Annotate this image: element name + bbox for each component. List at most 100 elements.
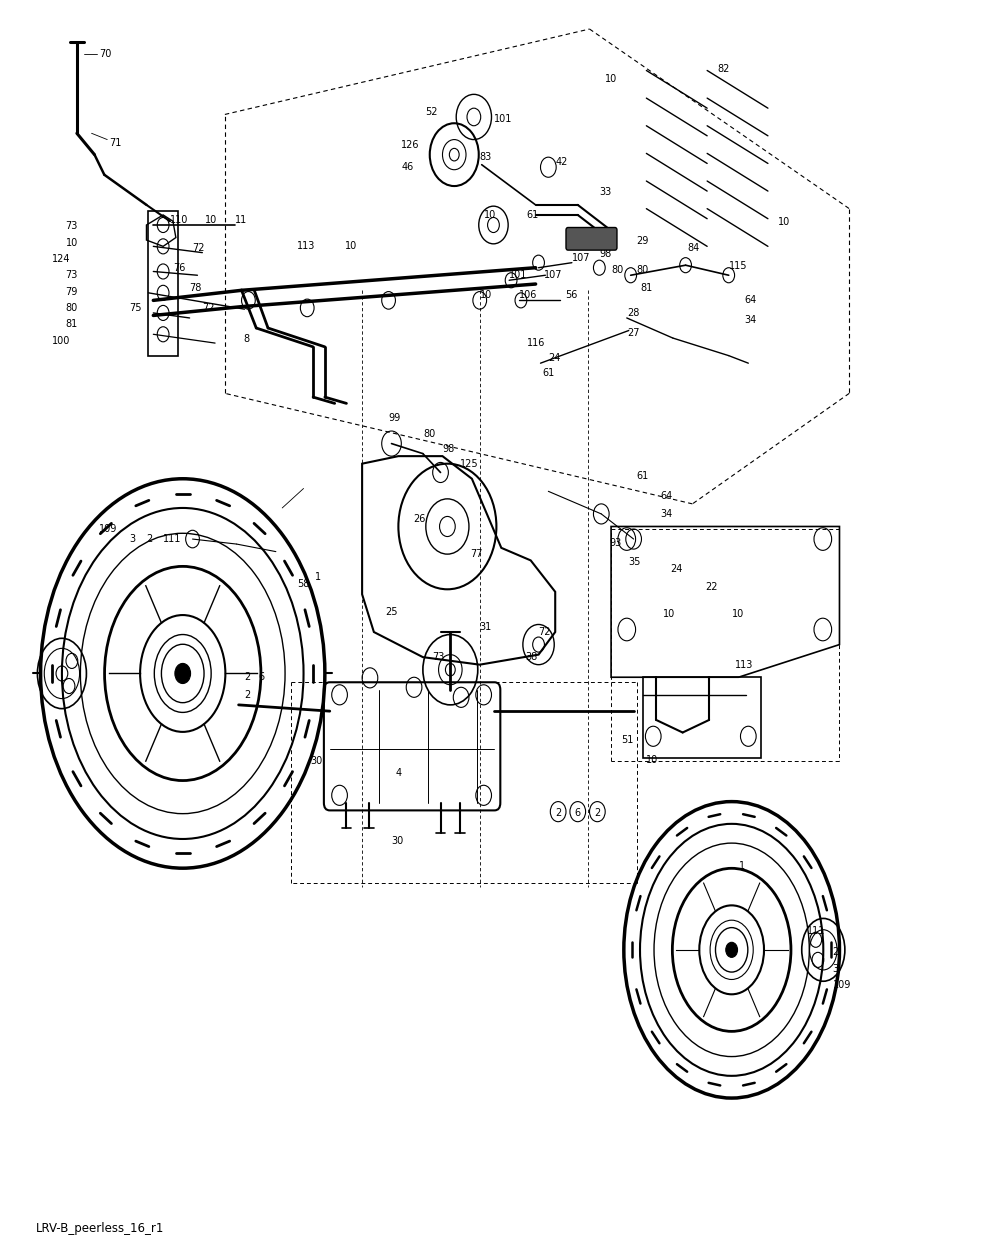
Text: 11: 11: [235, 215, 247, 225]
Text: 81: 81: [66, 320, 78, 330]
Bar: [148, 212, 178, 355]
Text: 99: 99: [388, 413, 401, 423]
Text: 46: 46: [401, 162, 414, 172]
Text: 28: 28: [627, 308, 639, 319]
Text: LRV-B_peerless_16_r1: LRV-B_peerless_16_r1: [35, 1222, 164, 1235]
Text: 34: 34: [661, 509, 672, 519]
Text: 6: 6: [259, 672, 264, 682]
Text: 42: 42: [555, 157, 567, 167]
Text: 24: 24: [549, 354, 560, 363]
Text: 2: 2: [595, 808, 601, 818]
Text: 113: 113: [298, 242, 316, 252]
Text: 109: 109: [99, 524, 118, 534]
Text: 38: 38: [526, 652, 538, 662]
Text: 56: 56: [565, 291, 577, 301]
Text: 110: 110: [170, 215, 189, 225]
Text: 2: 2: [245, 672, 251, 682]
Text: 75: 75: [129, 303, 142, 313]
Text: 84: 84: [687, 243, 700, 253]
Text: 2: 2: [555, 808, 561, 818]
Text: 61: 61: [527, 210, 539, 220]
Text: 64: 64: [744, 296, 757, 306]
Text: 73: 73: [433, 652, 445, 662]
Text: 24: 24: [669, 564, 682, 574]
Text: 113: 113: [734, 660, 753, 670]
Text: 101: 101: [493, 115, 512, 125]
Text: 77: 77: [470, 549, 483, 559]
Text: 81: 81: [641, 283, 653, 293]
Text: 73: 73: [66, 222, 78, 232]
Text: 82: 82: [717, 64, 729, 74]
Text: 72: 72: [202, 303, 215, 313]
Text: 10: 10: [778, 218, 790, 228]
Text: 100: 100: [52, 336, 70, 345]
Text: 80: 80: [423, 428, 435, 438]
Text: 34: 34: [744, 316, 757, 326]
Text: 10: 10: [480, 291, 492, 301]
Text: 78: 78: [190, 283, 202, 293]
Text: 4: 4: [395, 768, 402, 778]
Text: 76: 76: [173, 263, 186, 273]
Text: 111: 111: [163, 534, 182, 544]
Text: 70: 70: [99, 49, 112, 59]
Text: 3: 3: [129, 534, 135, 544]
Text: 10: 10: [205, 215, 217, 225]
Text: 8: 8: [244, 335, 250, 344]
Text: 2: 2: [833, 947, 838, 957]
Text: 10: 10: [484, 210, 495, 220]
Text: 3: 3: [833, 963, 838, 973]
Text: 29: 29: [637, 237, 649, 247]
Text: 33: 33: [600, 188, 611, 198]
Text: 116: 116: [527, 339, 546, 347]
Text: 80: 80: [637, 266, 649, 276]
Text: 72: 72: [539, 627, 551, 637]
Text: 101: 101: [509, 271, 528, 281]
Text: 125: 125: [460, 458, 479, 468]
Text: 25: 25: [385, 607, 398, 617]
Text: 22: 22: [705, 582, 718, 592]
Text: 10: 10: [647, 755, 659, 765]
Text: 10: 10: [344, 242, 357, 252]
Text: 61: 61: [543, 368, 554, 378]
Text: 1: 1: [316, 572, 321, 582]
Text: 115: 115: [728, 262, 747, 272]
Text: 52: 52: [425, 107, 437, 117]
Text: 72: 72: [193, 243, 205, 253]
Text: 73: 73: [66, 271, 78, 281]
Text: 10: 10: [606, 74, 617, 84]
Text: 58: 58: [298, 579, 310, 589]
Text: 124: 124: [51, 254, 70, 264]
Text: 10: 10: [731, 609, 744, 619]
Text: 1: 1: [738, 861, 745, 871]
Text: 31: 31: [480, 622, 492, 632]
Text: 64: 64: [661, 491, 672, 501]
Text: 2: 2: [245, 690, 251, 700]
Text: 107: 107: [545, 271, 563, 281]
Text: 107: 107: [572, 253, 591, 263]
Text: 83: 83: [480, 152, 492, 162]
Text: 109: 109: [833, 980, 851, 990]
Text: 71: 71: [109, 138, 122, 149]
Text: 26: 26: [413, 514, 426, 524]
Text: 2: 2: [146, 534, 152, 544]
Text: 10: 10: [66, 238, 78, 248]
Text: 6: 6: [575, 808, 581, 818]
Text: 98: 98: [442, 443, 455, 453]
Circle shape: [175, 663, 191, 684]
Text: 80: 80: [611, 266, 623, 276]
FancyBboxPatch shape: [566, 228, 617, 251]
Text: 10: 10: [664, 609, 675, 619]
Text: 74: 74: [565, 228, 577, 238]
Text: 126: 126: [401, 140, 420, 150]
Text: 30: 30: [391, 836, 404, 846]
Text: 30: 30: [311, 757, 322, 767]
Text: 93: 93: [609, 538, 621, 548]
Text: 35: 35: [629, 556, 641, 567]
Circle shape: [725, 942, 737, 957]
Text: 80: 80: [66, 303, 78, 313]
Text: 61: 61: [637, 471, 649, 481]
Text: 51: 51: [621, 735, 633, 745]
Text: 27: 27: [627, 329, 639, 337]
Text: 111: 111: [807, 925, 826, 935]
Text: 79: 79: [66, 287, 78, 297]
